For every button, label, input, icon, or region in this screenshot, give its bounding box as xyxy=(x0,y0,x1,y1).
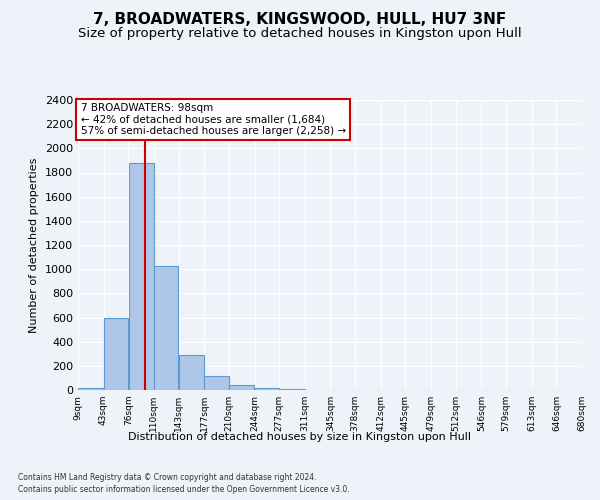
Text: Distribution of detached houses by size in Kingston upon Hull: Distribution of detached houses by size … xyxy=(128,432,472,442)
Bar xyxy=(104,318,128,390)
Bar xyxy=(154,266,178,390)
Bar xyxy=(128,163,154,390)
Text: Contains HM Land Registry data © Crown copyright and database right 2024.: Contains HM Land Registry data © Crown c… xyxy=(18,472,317,482)
Bar xyxy=(255,388,279,390)
Text: 7, BROADWATERS, KINGSWOOD, HULL, HU7 3NF: 7, BROADWATERS, KINGSWOOD, HULL, HU7 3NF xyxy=(94,12,506,28)
Bar xyxy=(280,388,305,390)
Text: 7 BROADWATERS: 98sqm
← 42% of detached houses are smaller (1,684)
57% of semi-de: 7 BROADWATERS: 98sqm ← 42% of detached h… xyxy=(80,103,346,136)
Text: Size of property relative to detached houses in Kingston upon Hull: Size of property relative to detached ho… xyxy=(78,28,522,40)
Bar xyxy=(179,355,204,390)
Text: Contains public sector information licensed under the Open Government Licence v3: Contains public sector information licen… xyxy=(18,485,350,494)
Y-axis label: Number of detached properties: Number of detached properties xyxy=(29,158,40,332)
Bar xyxy=(205,376,229,390)
Bar xyxy=(78,388,103,390)
Bar xyxy=(229,385,254,390)
